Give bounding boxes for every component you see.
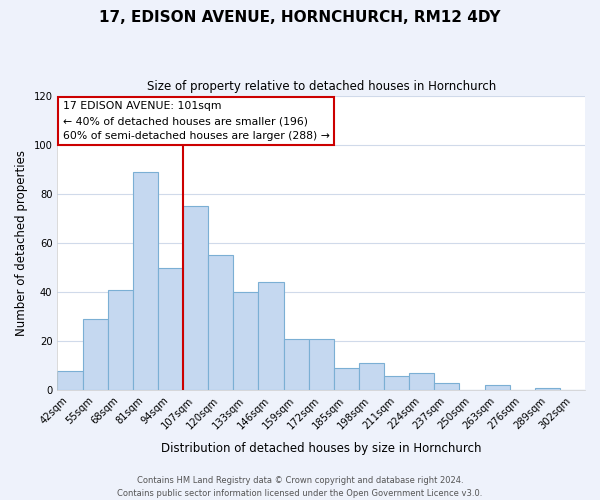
Bar xyxy=(308,339,334,390)
Bar xyxy=(233,292,259,390)
Bar xyxy=(107,290,133,390)
Title: Size of property relative to detached houses in Hornchurch: Size of property relative to detached ho… xyxy=(146,80,496,93)
Bar xyxy=(334,368,359,390)
Text: 17 EDISON AVENUE: 101sqm
← 40% of detached houses are smaller (196)
60% of semi-: 17 EDISON AVENUE: 101sqm ← 40% of detach… xyxy=(62,102,329,141)
Bar xyxy=(359,364,384,390)
Bar xyxy=(208,256,233,390)
Bar xyxy=(133,172,158,390)
Bar xyxy=(83,319,107,390)
Bar xyxy=(485,386,509,390)
Bar xyxy=(259,282,284,391)
Bar xyxy=(434,383,460,390)
Y-axis label: Number of detached properties: Number of detached properties xyxy=(15,150,28,336)
X-axis label: Distribution of detached houses by size in Hornchurch: Distribution of detached houses by size … xyxy=(161,442,481,455)
Bar xyxy=(384,376,409,390)
Text: Contains HM Land Registry data © Crown copyright and database right 2024.
Contai: Contains HM Land Registry data © Crown c… xyxy=(118,476,482,498)
Bar xyxy=(58,371,83,390)
Bar xyxy=(158,268,183,390)
Bar xyxy=(409,373,434,390)
Bar xyxy=(183,206,208,390)
Bar xyxy=(284,339,308,390)
Text: 17, EDISON AVENUE, HORNCHURCH, RM12 4DY: 17, EDISON AVENUE, HORNCHURCH, RM12 4DY xyxy=(99,10,501,25)
Bar xyxy=(535,388,560,390)
